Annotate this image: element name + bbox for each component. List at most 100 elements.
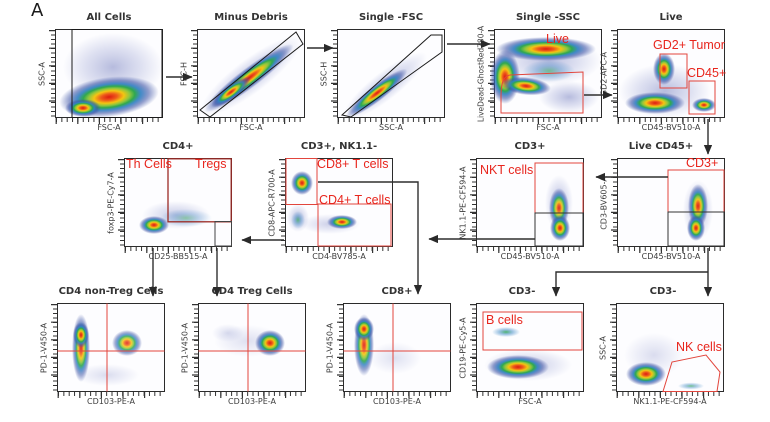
plot-title: Single -SSC	[515, 12, 581, 23]
gate-label-cd3: CD3+	[686, 156, 719, 170]
plot-area	[616, 303, 724, 392]
y-axis-label: CD3-BV605-A	[599, 175, 609, 230]
plot-title: CD4+	[162, 141, 194, 152]
gate-outline	[71, 29, 163, 118]
plot-title: All Cells	[86, 12, 132, 23]
plot-title: CD4 non-Treg Cells	[58, 286, 164, 297]
cd25pos-box-outline	[214, 221, 232, 247]
x-axis-label: SSC-A	[379, 123, 403, 132]
y-axis-label: SSC-H	[319, 61, 329, 86]
plot-area	[55, 29, 163, 118]
plot-cd3neg-nkcells: CD3- SSC-A NK cells NK1.1-PE-CF594-A	[599, 286, 724, 406]
gate-label-nkt-cells: NKT cells	[480, 163, 534, 177]
x-axis-label: FSC-A	[97, 123, 121, 132]
density-cloud	[59, 33, 163, 118]
nk-cells-gate-outline	[662, 354, 721, 392]
quadrant-gate	[343, 303, 451, 392]
nk11-neg-gate-outline	[534, 212, 584, 247]
plot-cd3-nkt: CD3+ NK1.1-PE-CF594-A NKT cells CD45-BV5…	[459, 141, 584, 261]
y-axis-label: GD2-APC-A	[599, 51, 609, 96]
cd3-neg-gate-outline	[667, 211, 725, 247]
y-axis-label: SSC-A	[37, 61, 47, 86]
y-axis-label: CD19-PE-Cy5-A	[458, 316, 468, 379]
cd8-gate-outline	[285, 158, 318, 205]
x-axis-label: FSC-A	[536, 123, 560, 132]
plot-title: CD4 Treg Cells	[211, 286, 293, 297]
plot-live-cd45: Live CD45+ CD3-BV605-A CD3+ CD45-BV510-A	[600, 141, 725, 261]
arrow-cd3neg-to-bplot	[551, 271, 708, 297]
x-axis-label: CD103-PE-A	[373, 397, 421, 406]
plot-area	[476, 158, 584, 247]
gate-label-cd45: CD45+	[687, 66, 727, 80]
density-cloud	[619, 53, 716, 118]
plot-minus-debris: Minus Debris FSC-H FSC-A	[180, 12, 305, 132]
gate-outline	[199, 31, 304, 118]
plot-live: Live GD2-APC-A GD2+ Tumor CD45+ CD45-BV5…	[600, 12, 727, 132]
plot-area	[124, 158, 232, 247]
plot-area	[343, 303, 451, 392]
gate-label-cd8-t-cells: CD8+ T cells	[317, 157, 389, 171]
plot-area	[57, 303, 165, 392]
plot-title: Live	[659, 12, 683, 23]
plot-area	[617, 158, 725, 247]
density-cloud	[484, 327, 572, 381]
b-cells-gate-outline	[482, 311, 583, 351]
cd45-gate-outline	[688, 80, 716, 115]
plot-cd3neg-bcells: CD3- CD19-PE-Cy5-A B cells FSC-A	[459, 286, 584, 406]
plot-area	[198, 303, 306, 392]
plot-area	[476, 303, 584, 392]
plot-cd4: CD4+ foxp3-PE-Cy7-A Th Cells Tregs CD25-…	[107, 141, 232, 261]
plot-cd4-treg: CD4 Treg Cells PD-1-V450-A CD103-PE-A	[181, 286, 306, 406]
x-axis-label: CD45-BV510-A	[641, 123, 701, 132]
plot-title: CD3-	[649, 286, 677, 297]
density-cloud	[545, 175, 573, 241]
y-axis-label: SSC-A	[598, 335, 608, 360]
y-axis-label: NK1.1-PE-CF594-A	[458, 165, 468, 240]
gate-label-cd4-t-cells: CD4+ T cells	[319, 193, 391, 207]
plot-title: CD3+	[514, 141, 546, 152]
plot-title: CD3+, NK1.1-	[300, 141, 378, 152]
plot-area	[494, 29, 602, 118]
plot-title: Live CD45+	[628, 141, 694, 152]
density-cloud	[624, 333, 704, 390]
density-cloud	[490, 37, 601, 113]
plot-single-ssc: Single -SSC LiveDead-GhostRed780-A Live …	[477, 12, 602, 132]
x-axis-label: CD4-BV785-A	[312, 252, 366, 261]
y-axis-label: PD-1-V450-A	[325, 322, 335, 373]
y-axis-label: FSC-H	[179, 61, 189, 86]
quadrant-gate	[57, 303, 165, 392]
x-axis-label: CD25-BB515-A	[148, 252, 208, 261]
gate-label-b-cells: B cells	[486, 313, 523, 327]
plot-area	[197, 29, 305, 118]
gate-label-gd2-tumor: GD2+ Tumor	[653, 38, 725, 52]
plot-single-fsc: Single -FSC SSC-H SSC-A	[320, 12, 445, 132]
plot-title: Single -FSC	[358, 12, 424, 23]
plot-area	[617, 29, 725, 118]
x-axis-label: CD45-BV510-A	[500, 252, 560, 261]
gate-label-tregs: Tregs	[195, 157, 227, 171]
plot-title: CD3-	[508, 286, 536, 297]
y-axis-label: PD-1-V450-A	[180, 322, 190, 373]
plot-cd3-nk11neg: CD3+, NK1.1- CD8-APC-R700-A CD8+ T cells…	[268, 141, 393, 261]
plot-all-cells: All Cells SSC-A FSC-A	[38, 12, 163, 132]
y-axis-label: foxp3-PE-Cy7-A	[106, 171, 116, 234]
panel-label: A	[31, 0, 44, 21]
density-cloud	[683, 180, 713, 241]
gate-label-nk-cells: NK cells	[676, 340, 722, 354]
plot-title: CD8+	[381, 286, 413, 297]
gate-outline	[340, 34, 443, 118]
plot-cd8: CD8+ PD-1-V450-A CD103-PE-A	[326, 286, 451, 406]
y-axis-label: PD-1-V450-A	[39, 322, 49, 373]
x-axis-label: CD45-BV510-A	[641, 252, 701, 261]
x-axis-label: FSC-A	[518, 397, 542, 406]
gd2-tumor-gate-outline	[659, 53, 688, 89]
gate-label-th-cells: Th Cells	[126, 157, 172, 171]
y-axis-label: CD8-APC-R700-A	[267, 168, 277, 237]
x-axis-label: FSC-A	[239, 123, 263, 132]
y-axis-label: LiveDead-GhostRed780-A	[476, 25, 486, 122]
density-cloud	[354, 314, 421, 376]
density-cloud	[343, 52, 427, 120]
x-axis-label: CD103-PE-A	[87, 397, 135, 406]
x-axis-label: NK1.1-PE-CF594-A	[633, 397, 707, 406]
plot-title: Minus Debris	[214, 12, 288, 23]
